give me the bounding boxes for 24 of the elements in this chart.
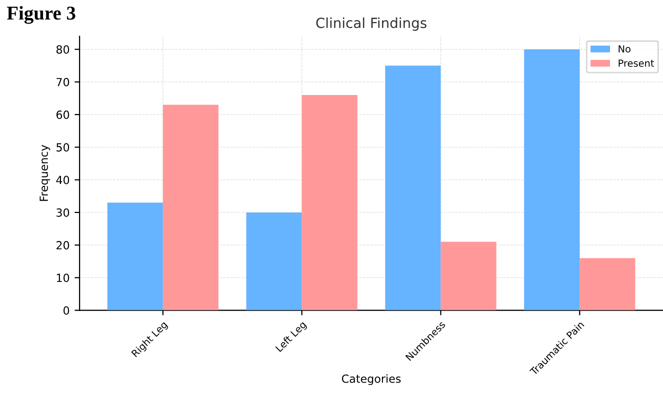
bar <box>162 104 218 310</box>
x-axis-title: Categories <box>342 374 401 386</box>
y-tick-label: 0 <box>64 306 70 315</box>
y-tick-label: 20 <box>56 241 70 250</box>
bar <box>246 212 302 310</box>
bar <box>580 258 636 310</box>
y-tick-label: 50 <box>56 143 70 152</box>
y-tick-label: 80 <box>56 45 70 54</box>
legend-label: Present <box>618 60 654 67</box>
bar <box>385 66 441 310</box>
bar <box>440 242 496 310</box>
y-tick-label: 40 <box>56 176 70 184</box>
y-tick-label: 70 <box>56 78 70 86</box>
y-tick-label: 30 <box>56 208 70 217</box>
bar <box>524 49 580 310</box>
x-tick-label: Left Leg <box>275 320 308 354</box>
y-tick-label: 60 <box>56 110 70 119</box>
caption: Figure 3 <box>6 6 76 24</box>
y-tick-label: 10 <box>56 274 70 282</box>
y-axis-title: Frequency <box>40 144 50 201</box>
chart-title: Clinical Findings <box>316 17 426 31</box>
legend-label: No <box>618 45 630 53</box>
bar <box>302 94 358 310</box>
bar <box>107 202 163 310</box>
